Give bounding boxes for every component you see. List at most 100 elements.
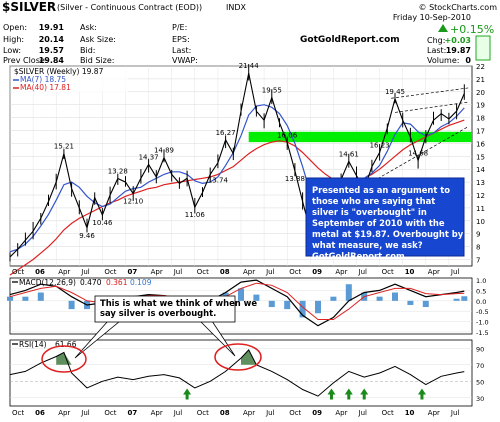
x-tick-label: 09 (312, 409, 322, 417)
text-line: Presented as an argument to (312, 185, 450, 195)
rsi-signal-arrows (183, 388, 426, 400)
series-line-macd (9, 279, 465, 327)
data-label: 21.44 (239, 62, 260, 70)
price-y-tick-label: 7 (476, 257, 480, 265)
macd-y-tick-label: 0.5 (476, 287, 486, 295)
rsi-y-tick-label: 90 (476, 345, 484, 353)
support-zone (248, 131, 472, 143)
legend-ma7: MA(7) 18.75 (20, 75, 66, 84)
macd-histogram-bar (376, 296, 383, 301)
annotation-box (305, 177, 465, 257)
legend-ma40: MA(40) 17.81 (20, 83, 71, 92)
price-y-tick-label: 20 (476, 89, 485, 97)
x-tick-label: Jul (80, 409, 90, 417)
data-label: 10.46 (92, 219, 113, 227)
data-label: 14.68 (408, 149, 428, 157)
series-line-silver (9, 73, 465, 258)
rsi-x-axis: Oct 06 Apr Jul Oct 07 Apr Jul Oct 08 Apr Jul Oct 09 Ap… (12, 409, 459, 417)
pe-label: P/E: (172, 23, 187, 32)
text-line: those who are saying that (312, 196, 435, 206)
source-label: © StockCharts.com (419, 3, 498, 12)
series-line-ma-7 (9, 104, 465, 253)
eps-label: EPS: (172, 35, 190, 44)
macd-histogram-bar (330, 296, 337, 301)
text-line: September of 2010 with the (312, 218, 445, 228)
macd-histogram-bar (299, 300, 306, 318)
callout-text: This is what we think of when we say silv… (100, 298, 257, 318)
x-tick-label: Oct (382, 409, 394, 417)
macd-y-tick-label: -1.5 (476, 329, 489, 337)
data-label: 13.74 (208, 177, 229, 185)
text-line: This is what we think of when we (100, 298, 257, 308)
price-y-tick-label: 19 (476, 102, 485, 110)
price-y-tick-label: 18 (476, 115, 485, 123)
open-label: Open: (3, 23, 27, 32)
x-tick-label: 06 (35, 268, 45, 276)
data-label: 19.55 (262, 87, 282, 95)
macd-histogram-bar (268, 300, 275, 308)
rsi-y-axis: 90 70 50 30 (476, 345, 484, 403)
x-tick-label: Apr (428, 268, 440, 276)
data-label: 14.37 (139, 153, 159, 161)
macd-y-tick-label: 0.0 (476, 298, 486, 306)
legend-box (12, 68, 128, 92)
text-line: what measure, we ask? (312, 240, 423, 250)
macd-histogram-bar (37, 292, 44, 301)
macd-v1: 0.470 (80, 278, 102, 287)
x-tick-label: 10 (405, 268, 415, 276)
pct-change: +0.15% (450, 23, 494, 36)
macd-histogram-bar (461, 296, 468, 301)
macd-histogram-bar (253, 294, 260, 301)
x-tick-label: 09 (312, 268, 322, 276)
data-label: 13.28 (108, 168, 128, 176)
rsi-y-tick-label: 50 (476, 378, 484, 386)
data-label: 15.21 (54, 143, 74, 151)
macd-histogram-bar (22, 296, 29, 301)
x-tick-label: Jul (450, 409, 460, 417)
macd-y-tick-label: 1.0 (476, 277, 486, 285)
x-tick-label: 07 (128, 268, 138, 276)
data-label: 19.45 (385, 88, 405, 96)
price-y-tick-label: 8 (476, 244, 480, 252)
macd-histogram-bar (315, 300, 321, 314)
macd-histogram-bar (422, 300, 429, 308)
x-tick-label: Apr (151, 268, 163, 276)
asksize-label: Ask Size: (80, 35, 116, 44)
text-line: say silver is overbought. (100, 308, 216, 318)
series-line-signal (9, 282, 465, 320)
macd-histogram-bar (392, 292, 398, 301)
open-value: 19.91 (39, 23, 65, 32)
rsi-legend: RSI(14) 61.66 (12, 340, 77, 349)
price-y-tick-label: 12 (476, 192, 485, 200)
volume-label: Volume: (427, 56, 459, 65)
ask-label: Ask: (80, 23, 97, 32)
price-y-tick-label: 14 (476, 166, 485, 174)
x-tick-label: Jul (358, 409, 368, 417)
price-y-tick-label: 22 (476, 63, 485, 71)
x-tick-label: Oct (12, 409, 24, 417)
overbought-circle-2006 (41, 345, 87, 373)
date-label: Friday 10-Sep-2010 (393, 13, 471, 22)
mini-bar (475, 35, 491, 61)
rsi-value: 61.66 (55, 340, 77, 349)
annotation-text: Presented as an argument to those who are… (312, 185, 464, 261)
macd-histogram-bar (68, 300, 75, 310)
x-tick-label: 08 (220, 268, 230, 276)
macd-y-axis: 1.0 0.5 0.0 -0.5 -1.0 -1.5 (476, 277, 489, 337)
macd-histogram-bar (238, 288, 244, 301)
text-line: metal at $19.87. Overbought by (312, 229, 464, 239)
rsi-label: RSI(14) (19, 340, 47, 349)
price-y-axis: 7 8 9 10 11 12 13 14 15 16 17 18 19 20 21 22 (476, 63, 485, 265)
chg-value: +0.03 (445, 36, 471, 45)
lasttrade-label: Last: (172, 46, 191, 55)
macd-y-tick-label: -0.5 (476, 308, 489, 316)
data-label: 14.61 (339, 150, 359, 158)
up-arrow-icon (417, 388, 426, 400)
x-tick-label: Apr (428, 409, 440, 417)
x-tick-label: Apr (335, 268, 347, 276)
chg-label: Chg: (427, 36, 445, 45)
data-label: 11.06 (185, 211, 206, 219)
x-tick-label: Oct (289, 268, 301, 276)
last-value: 19.87 (446, 46, 471, 55)
